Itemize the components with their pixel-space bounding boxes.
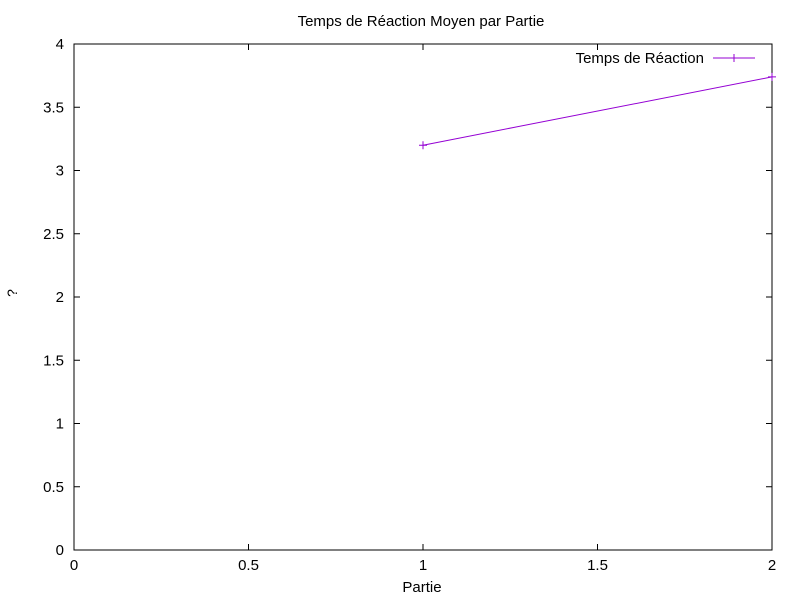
y-tick-label: 0.5 [43, 479, 64, 496]
legend-label: Temps de Réaction [576, 50, 704, 67]
y-tick-label: 1 [56, 416, 64, 433]
legend-marker [730, 54, 738, 62]
series-line [422, 76, 773, 146]
plot-frame [73, 43, 773, 551]
y-axis-label: ? [4, 289, 20, 297]
x-tick-label: 0.5 [238, 557, 259, 574]
y-tick-label: 0 [56, 542, 64, 559]
x-tick-label: 1.5 [587, 557, 608, 574]
x-tick-label: 1 [419, 557, 427, 574]
y-tick-label: 3 [56, 163, 64, 180]
y-tick-label: 3.5 [43, 99, 64, 116]
x-axis-label: Partie [402, 579, 441, 596]
axis-ticks: 0 0.5 1 1.5 2 0 0.5 1 1.5 2 2.5 3 3.5 4 [43, 36, 776, 574]
series-layer [419, 72, 776, 150]
legend: Temps de Réaction [576, 50, 755, 67]
x-tick-label: 0 [70, 557, 78, 574]
data-point [419, 141, 427, 150]
y-tick-label: 2 [56, 289, 64, 306]
chart-title: Temps de Réaction Moyen par Partie [298, 13, 545, 30]
x-tick-label: 2 [768, 557, 776, 574]
y-tick-label: 2.5 [43, 226, 64, 243]
y-tick-label: 4 [56, 36, 64, 53]
data-point [768, 72, 776, 81]
y-tick-label: 1.5 [43, 352, 64, 369]
